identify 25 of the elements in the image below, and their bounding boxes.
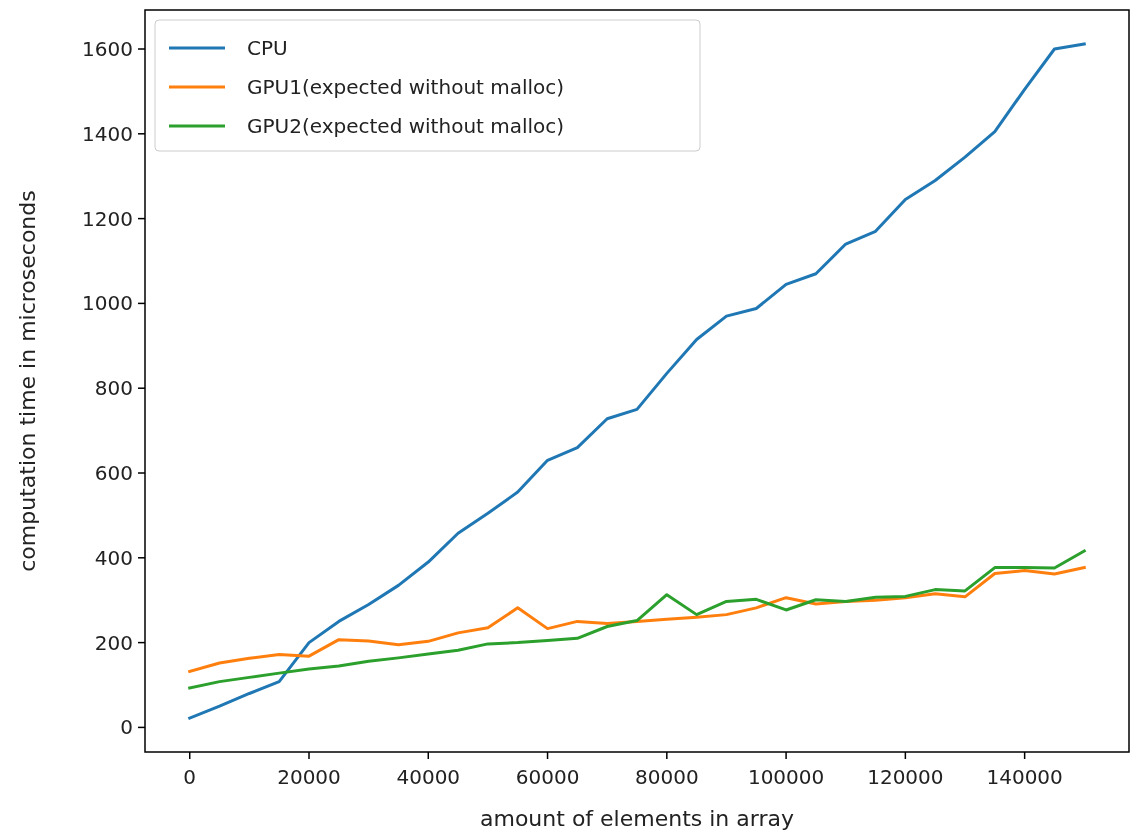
x-tick-label: 120000: [867, 765, 944, 789]
x-tick-label: 60000: [515, 765, 580, 789]
y-tick-label: 400: [94, 545, 133, 570]
line-series: [188, 549, 1086, 690]
y-tick-label: 1200: [82, 206, 133, 231]
x-tick-label: 100000: [747, 765, 825, 789]
y-tick-label: 1400: [82, 121, 133, 146]
legend-label: GPU1(expected without malloc): [247, 75, 565, 99]
legend-label: CPU: [247, 36, 288, 60]
y-tick-label: 1000: [82, 291, 133, 316]
y-axis-title: computation time in microseconds: [15, 190, 40, 572]
y-tick-label: 1600: [82, 37, 133, 62]
y-tick-label: 0: [120, 715, 133, 740]
y-tick-label: 600: [94, 461, 133, 486]
legend-label: GPU2(expected without malloc): [247, 114, 565, 138]
x-tick-label: 40000: [396, 765, 461, 789]
x-tick-label: 0: [183, 765, 197, 789]
x-tick-label: 80000: [635, 765, 699, 789]
x-tick-label: 140000: [986, 765, 1063, 789]
line-series: [188, 42, 1086, 720]
y-tick-label: 800: [94, 376, 133, 401]
x-axis-title: amount of elements in array: [480, 806, 794, 831]
x-tick-label: 20000: [277, 765, 341, 789]
line-series: [188, 566, 1086, 673]
y-tick-label: 200: [94, 630, 133, 655]
